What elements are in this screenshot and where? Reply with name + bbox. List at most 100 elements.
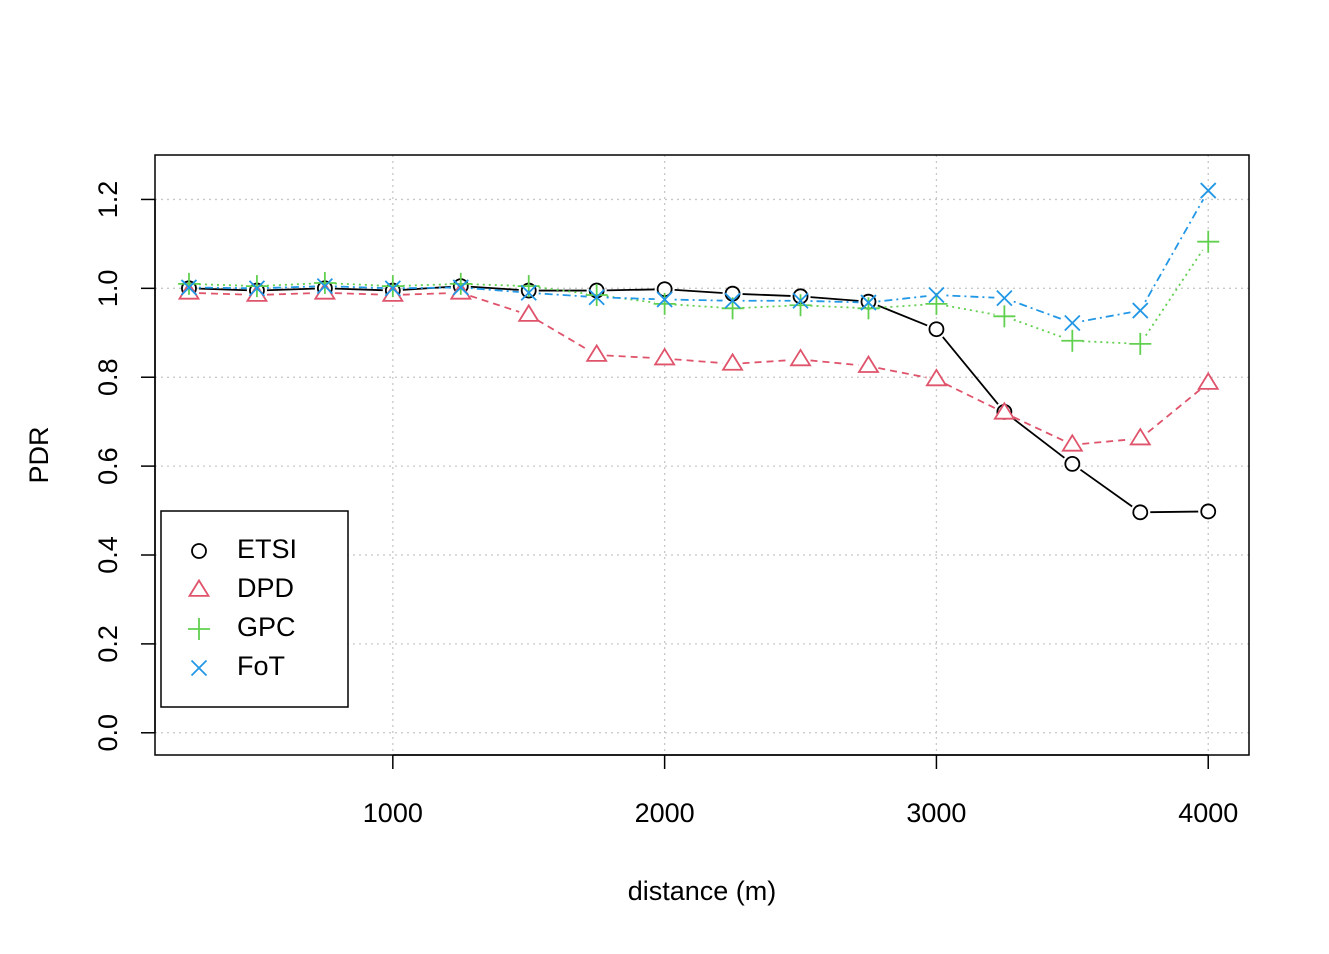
data-point (1200, 182, 1217, 199)
series-line-segment (266, 292, 315, 296)
series-line-segment (1079, 468, 1133, 508)
series-line-segment (877, 304, 928, 327)
series-line-segment (266, 285, 315, 289)
series-line-segment (674, 358, 723, 365)
data-point (928, 321, 945, 338)
series-line-segment (606, 354, 655, 359)
y-tick-label: 1.2 (93, 181, 123, 219)
data-point (653, 347, 676, 366)
series-line-segment (810, 304, 859, 309)
series-line-segment (878, 367, 927, 379)
legend: ETSI DPD GPC FoT (160, 510, 349, 708)
series-gpc (177, 230, 1220, 355)
data-point (996, 289, 1013, 307)
data-point (928, 286, 945, 304)
series-layer (177, 182, 1220, 521)
series-line-segment (470, 295, 520, 313)
data-point (860, 294, 877, 311)
legend-label-etsi: ETSI (237, 534, 297, 564)
series-dpd (177, 281, 1220, 452)
y-tick-label: 0.0 (93, 714, 123, 752)
data-point (316, 277, 334, 295)
series-line-segment (810, 359, 859, 367)
data-point (177, 272, 200, 295)
data-point (245, 275, 268, 298)
series-line-segment (742, 304, 791, 309)
series-line-segment (470, 285, 519, 291)
data-point (1129, 427, 1152, 446)
data-point (653, 292, 676, 315)
data-point (721, 352, 744, 371)
series-line-segment (1082, 438, 1131, 445)
data-point (1197, 230, 1220, 253)
data-point (1132, 302, 1149, 319)
legend-label-dpd: DPD (237, 573, 294, 603)
series-line-segment (1082, 311, 1131, 323)
series-line-segment (1011, 417, 1065, 459)
series-line-segment (606, 296, 655, 301)
series-line-segment (536, 319, 589, 351)
legend-marker-etsi (191, 543, 207, 559)
data-point (520, 284, 537, 301)
series-fot (180, 182, 1217, 332)
data-point (585, 284, 608, 306)
series-line-segment (606, 295, 655, 304)
y-tick-label: 0.4 (93, 536, 123, 574)
series-line-segment (878, 303, 927, 309)
grid-lines (155, 155, 1249, 755)
data-point (857, 297, 880, 320)
series-line-segment (538, 286, 587, 295)
series-line-segment (945, 383, 996, 410)
x-axis-label: distance (m) (628, 876, 777, 906)
data-point (1064, 455, 1081, 472)
y-axis-label: PDR (24, 426, 54, 483)
series-line-segment (1013, 300, 1064, 321)
x-tick-label: 4000 (1178, 798, 1238, 828)
series-line-segment (402, 283, 451, 287)
series-line-segment (198, 283, 247, 287)
data-point (585, 343, 608, 362)
data-point (248, 280, 266, 297)
data-point (1200, 503, 1217, 520)
data-point (789, 294, 812, 317)
series-line-segment (942, 336, 999, 405)
series-line-segment (334, 292, 383, 296)
series-line-segment (1013, 416, 1064, 442)
series-line-segment (674, 288, 723, 294)
data-point (789, 348, 812, 367)
series-line-segment (198, 287, 247, 292)
series-line-segment (1147, 388, 1202, 433)
data-point (1197, 371, 1220, 390)
x-tick-label: 1000 (363, 798, 423, 828)
series-line-segment (402, 286, 451, 290)
data-point (792, 292, 809, 309)
series-line-segment (198, 292, 247, 296)
data-point (517, 303, 540, 322)
series-line-segment (810, 296, 859, 302)
x-tick-label: 3000 (906, 798, 966, 828)
series-line-segment (470, 283, 519, 287)
series-line-segment (946, 304, 995, 316)
series-line-segment (334, 285, 383, 289)
data-point (1061, 433, 1084, 452)
data-point (993, 401, 1016, 420)
data-point (449, 272, 472, 295)
data-point (588, 289, 605, 306)
data-point (724, 292, 741, 309)
x-tick-label: 2000 (635, 798, 695, 828)
series-line-segment (1150, 510, 1199, 514)
data-point (381, 275, 404, 298)
series-line-segment (266, 287, 315, 292)
data-point (384, 280, 401, 297)
y-tick-label: 0.2 (93, 625, 123, 663)
legend-marker-dpd (187, 578, 211, 597)
series-line-segment (674, 298, 723, 302)
series-line-segment (402, 292, 451, 296)
y-tick-label: 1.0 (93, 270, 123, 308)
series-line-segment (198, 286, 247, 290)
y-tick-label: 0.8 (93, 358, 123, 396)
axes-layer: 1000 2000 3000 4000 0.0 0.2 0.4 0.6 0.8 1.0 1.2 (93, 181, 1238, 828)
series-line-segment (334, 282, 383, 287)
